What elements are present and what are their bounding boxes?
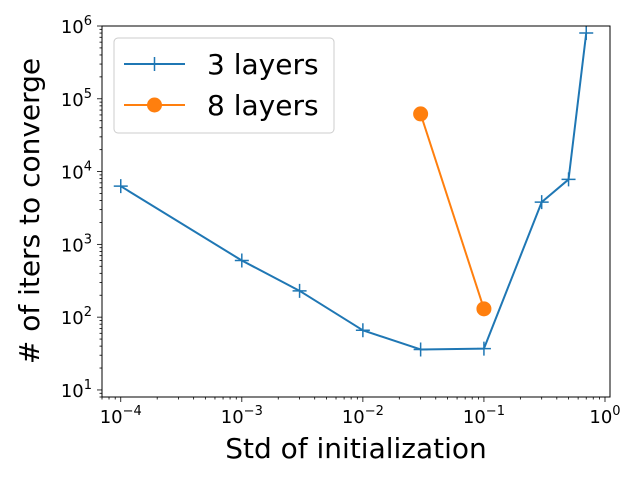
legend: 3 layers 8 layers bbox=[113, 37, 335, 134]
x-axis: 10−4 10−3 10−2 10−1 100 bbox=[100, 397, 621, 428]
y-tick-label: 104 bbox=[61, 160, 92, 184]
data-point bbox=[413, 106, 429, 122]
data-point bbox=[147, 97, 162, 113]
series-line bbox=[419, 113, 485, 310]
y-axis-label: # of iters to converge bbox=[13, 58, 46, 364]
data-point bbox=[113, 179, 128, 194]
data-point bbox=[476, 301, 492, 317]
legend-label: 3 layers bbox=[207, 48, 319, 81]
data-point bbox=[476, 341, 491, 356]
y-tick-label: 106 bbox=[61, 14, 92, 38]
data-point bbox=[579, 26, 594, 41]
x-tick-label: 10−3 bbox=[221, 404, 263, 428]
y-tick-label: 102 bbox=[61, 305, 92, 329]
x-tick-label: 100 bbox=[589, 404, 620, 428]
data-point bbox=[355, 323, 370, 338]
x-tick-label: 10−1 bbox=[463, 404, 505, 428]
legend-label: 8 layers bbox=[207, 89, 319, 122]
axes-frame bbox=[101, 25, 611, 398]
y-tick-label: 105 bbox=[61, 87, 92, 111]
data-point bbox=[561, 172, 576, 187]
series-0 bbox=[113, 26, 594, 357]
y-tick-label: 103 bbox=[61, 232, 92, 256]
series-1 bbox=[413, 106, 492, 317]
data-point bbox=[413, 342, 428, 357]
data-point bbox=[234, 253, 249, 268]
legend-item: 3 layers bbox=[124, 48, 319, 81]
plot-area bbox=[113, 26, 594, 357]
legend-box bbox=[113, 37, 335, 134]
data-point bbox=[534, 195, 549, 210]
x-tick-label: 10−4 bbox=[100, 404, 142, 428]
x-tick-label: 10−2 bbox=[342, 404, 384, 428]
legend-item: 8 layers bbox=[124, 89, 319, 122]
y-axis: 101 102 103 104 105 106 bbox=[61, 14, 102, 402]
x-axis-label: Std of initialization bbox=[225, 432, 487, 465]
y-tick-label: 101 bbox=[61, 378, 92, 402]
data-point bbox=[292, 283, 307, 298]
data-point bbox=[147, 57, 162, 71]
